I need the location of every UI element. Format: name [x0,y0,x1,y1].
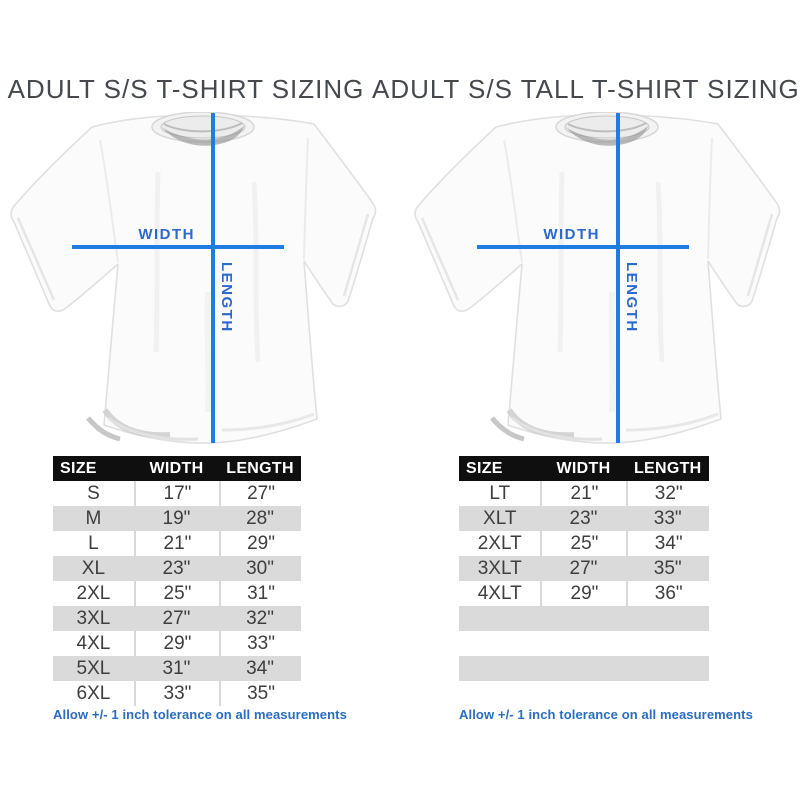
table-row: XLT 23" 33" [459,506,709,531]
table-row: 4XL 29" 33" [53,631,301,656]
header-length: LENGTH [633,459,702,477]
width-measure-line [477,245,689,249]
table-row: 6XL 33" 35" [53,681,301,706]
cell-length: 33" [219,631,301,656]
length-measure-line [616,113,620,443]
cell-width: 17" [133,481,219,506]
table-row: S 17" 27" [53,481,301,506]
cell-size: XLT [483,508,517,529]
cell-width: 29" [133,631,219,656]
cell-length: 33" [653,508,682,529]
cell-size: 2XLT [477,533,522,554]
cell-length: 29" [219,531,301,556]
header-width: WIDTH [149,459,204,477]
cell-width: 19" [162,508,191,529]
length-label: LENGTH [623,262,640,333]
page-title-regular: ADULT S/S T-SHIRT SIZING [7,74,365,104]
cell-size: 5XL [76,658,111,679]
cell-size: XL [81,558,106,579]
cell-length: 27" [219,481,301,506]
tshirt-graphic [8,112,380,450]
header-size: SIZE [60,459,97,477]
table-row-empty [459,631,709,656]
cell-length: 35" [653,558,682,579]
table-row: M 19" 28" [53,506,301,531]
table-row: 2XL 25" 31" [53,581,301,606]
table-row: 4XLT 29" 36" [459,581,709,606]
cell-size: 2XL [76,583,111,604]
cell-size: S [87,483,100,504]
tshirt-graphic [412,112,784,450]
cell-length: 31" [219,581,301,606]
cell-width: 29" [540,581,626,606]
table-row-empty [459,606,709,631]
table-row: L 21" 29" [53,531,301,556]
size-table-tall: SIZE WIDTH LENGTH LT 21" 32" XLT 23" 33"… [459,456,709,706]
cell-length: 35" [219,681,301,706]
cell-size: 3XLT [477,558,522,579]
cell-size: 3XL [76,608,111,629]
cell-width: 23" [162,558,191,579]
cell-size: L [88,533,99,554]
table-row-empty [459,681,709,706]
table-row: 2XLT 25" 34" [459,531,709,556]
table-row: XL 23" 30" [53,556,301,581]
length-measure-line [211,113,215,443]
cell-size: M [85,508,102,529]
header-length: LENGTH [226,459,294,477]
cell-width: 21" [540,481,626,506]
cell-size: 4XL [76,633,111,654]
table-row: 3XLT 27" 35" [459,556,709,581]
cell-length: 30" [246,558,274,579]
tolerance-note: Allow +/- 1 inch tolerance on all measur… [53,707,347,722]
table-row-empty [459,656,709,681]
cell-width: 25" [540,531,626,556]
length-label: LENGTH [218,262,235,333]
cell-length: 34" [246,658,274,679]
cell-length: 34" [626,531,709,556]
table-row: 3XL 27" 32" [53,606,301,631]
cell-size: LT [489,483,511,504]
cell-size: 6XL [76,683,111,704]
table-header: SIZE WIDTH LENGTH [53,456,301,481]
width-measure-line [72,245,284,249]
table-header: SIZE WIDTH LENGTH [459,456,709,481]
cell-width: 27" [569,558,598,579]
header-width: WIDTH [556,459,611,477]
size-table-regular: SIZE WIDTH LENGTH S 17" 27" M 19" 28" L … [53,456,301,706]
width-label: WIDTH [138,226,195,243]
cell-width: 25" [133,581,219,606]
cell-width: 31" [162,658,191,679]
cell-size: 4XLT [477,583,522,604]
page-title-tall: ADULT S/S TALL T-SHIRT SIZING [372,74,800,104]
cell-width: 23" [569,508,598,529]
cell-width: 21" [133,531,219,556]
cell-width: 27" [162,608,191,629]
table-row: LT 21" 32" [459,481,709,506]
table-row: 5XL 31" 34" [53,656,301,681]
tolerance-note: Allow +/- 1 inch tolerance on all measur… [459,707,753,722]
cell-length: 28" [246,508,274,529]
header-size: SIZE [466,459,503,477]
cell-length: 36" [626,581,709,606]
width-label: WIDTH [543,226,600,243]
cell-width: 33" [133,681,219,706]
cell-length: 32" [246,608,274,629]
cell-length: 32" [626,481,709,506]
